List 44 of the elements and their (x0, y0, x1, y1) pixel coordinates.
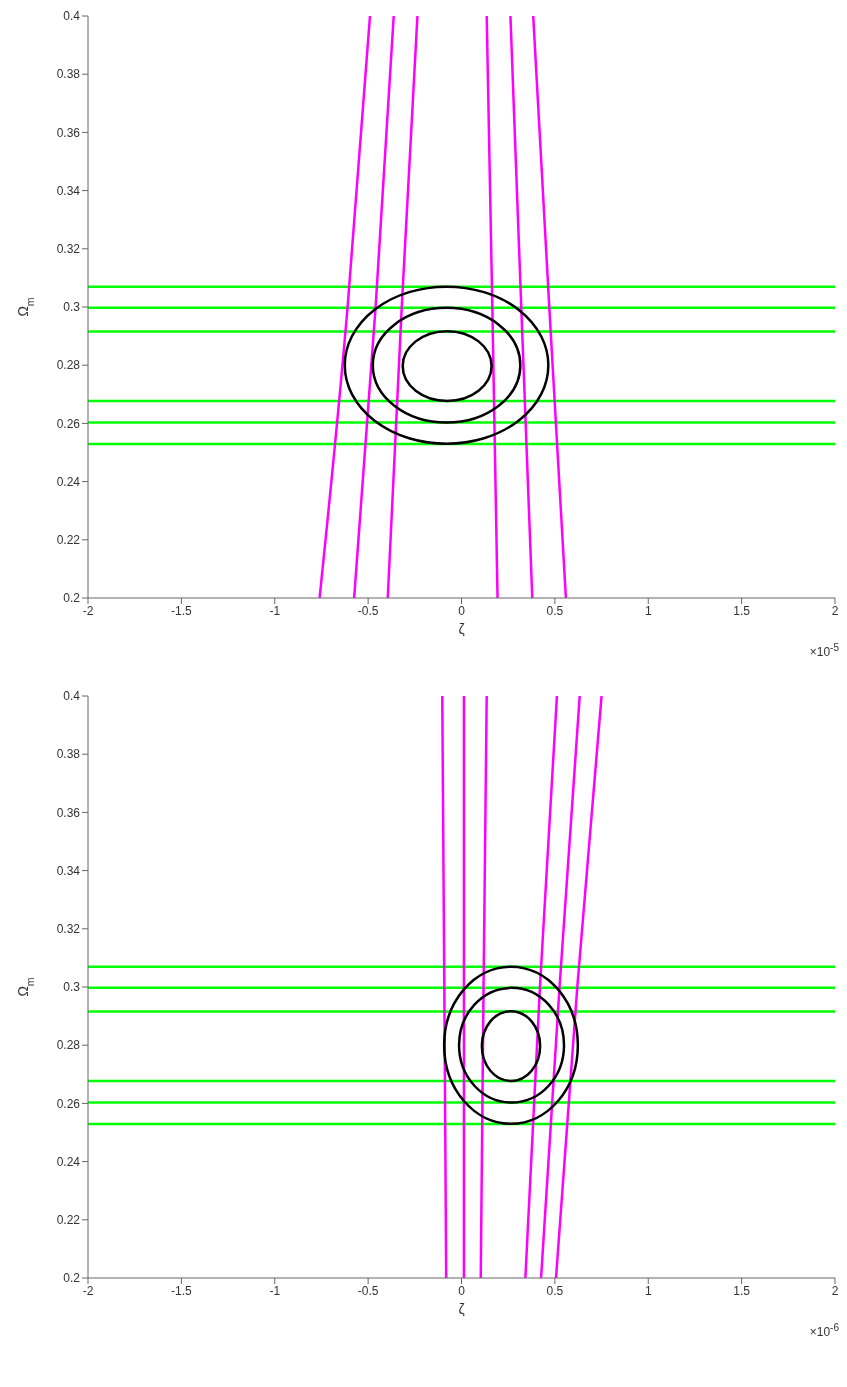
x-tick-label: -2 (82, 1283, 94, 1298)
y-tick-label: 0.22 (56, 533, 81, 548)
y-tick-label: 0.32 (56, 922, 81, 937)
x-tick-label: -0.5 (357, 1283, 379, 1298)
y-tick-label: 0.36 (56, 125, 81, 140)
x-tick-label: 1 (644, 603, 652, 618)
y-tick-label: 0.26 (56, 416, 81, 431)
y-tick-label: 0.26 (56, 1096, 81, 1111)
y-tick-label: 0.34 (56, 183, 81, 198)
x-tick-label: 0 (458, 1283, 466, 1298)
y-tick-label: 0.32 (56, 242, 81, 257)
y-tick-label: 0.24 (56, 474, 81, 489)
x-tick-label: 2 (831, 603, 839, 618)
y-tick-label: 0.2 (63, 1271, 81, 1286)
x-tick-label: -2 (82, 603, 94, 618)
y-tick-label: 0.22 (56, 1213, 81, 1228)
x-tick-label: 1.5 (733, 603, 751, 618)
text: ×10$^{-5}$ (809, 642, 839, 659)
x-tick-label: 1 (644, 1283, 652, 1298)
x-tick-label: 1.5 (733, 1283, 751, 1298)
x-axis-title: ζ (458, 1301, 465, 1317)
x-tick-label: -1.5 (171, 1283, 193, 1298)
y-tick-label: 0.3 (63, 300, 81, 315)
x-tick-label: 0.5 (546, 603, 564, 618)
y-tick-label: 0.4 (63, 689, 81, 704)
y-tick-label: 0.2 (63, 591, 81, 606)
y-tick-label: 0.36 (56, 805, 81, 820)
y-tick-label: 0.28 (56, 358, 81, 373)
y-tick-label: 0.28 (56, 1038, 81, 1053)
x-tick-label: 2 (831, 1283, 839, 1298)
text: ×10$^{-6}$ (809, 1322, 839, 1339)
x-tick-label: -1 (269, 603, 281, 618)
y-tick-label: 0.4 (63, 9, 81, 24)
y-tick-label: 0.38 (56, 747, 81, 762)
x-tick-label: -0.5 (357, 603, 379, 618)
x-tick-label: 0.5 (546, 1283, 564, 1298)
x-tick-label: -1.5 (171, 603, 193, 618)
x-tick-label: -1 (269, 1283, 281, 1298)
y-tick-label: 0.3 (63, 980, 81, 995)
x-axis-title: ζ (458, 621, 465, 637)
x-tick-label: 0 (458, 603, 466, 618)
y-tick-label: 0.24 (56, 1154, 81, 1169)
y-tick-label: 0.38 (56, 67, 81, 82)
y-tick-label: 0.34 (56, 863, 81, 878)
